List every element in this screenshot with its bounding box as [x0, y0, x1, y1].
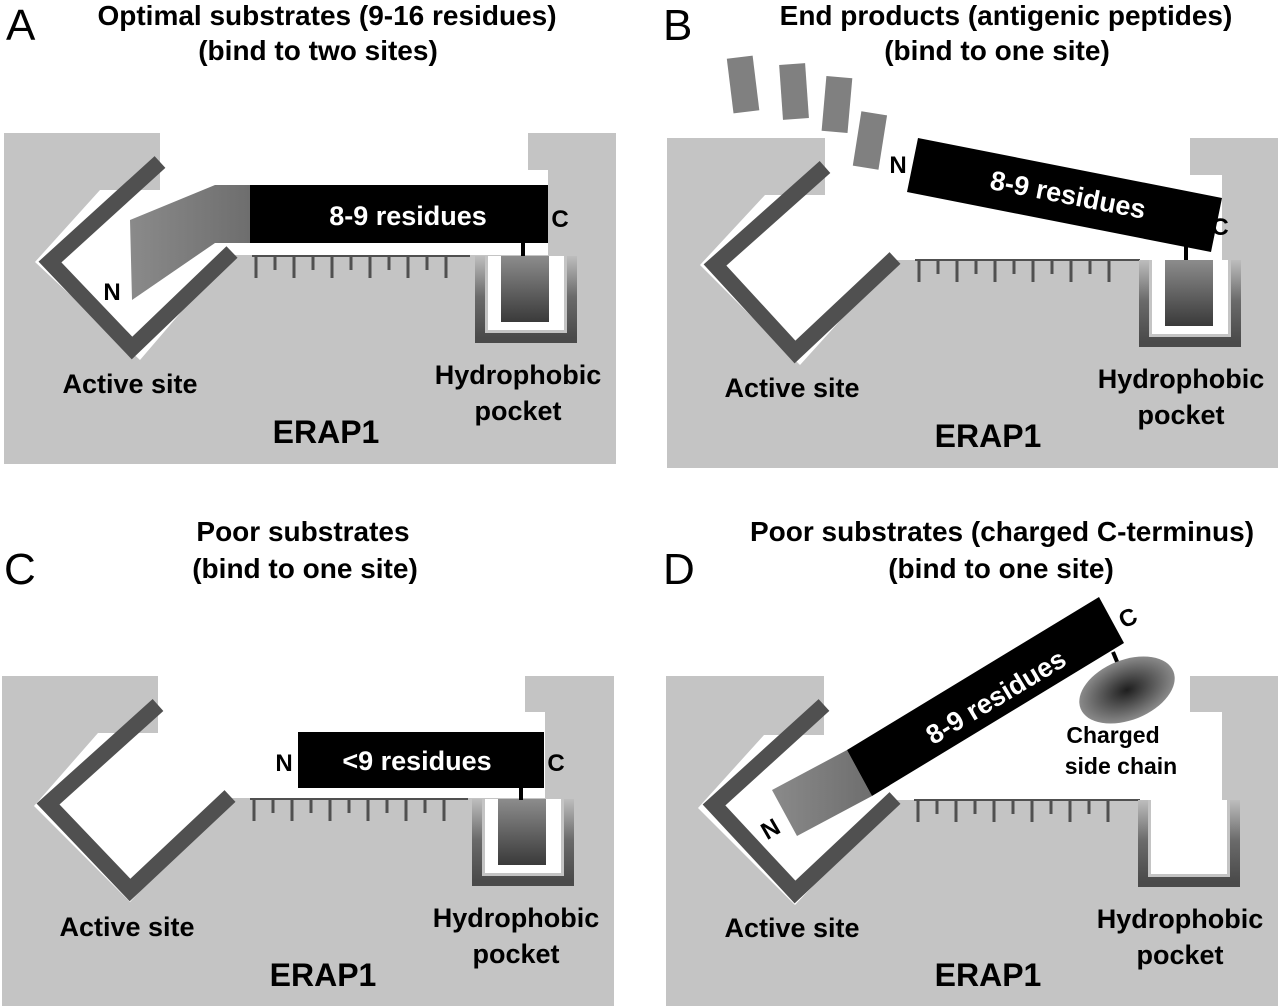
ruler: [915, 259, 1140, 282]
panel-letter: B: [663, 1, 692, 50]
panel-title: Optimal substrates (9-16 residues): [97, 0, 556, 31]
n-terminus-label: N: [889, 152, 906, 179]
n-terminal-segment: [772, 750, 872, 836]
hydrophobic-pocket: [472, 799, 574, 886]
c-terminus-label: C: [547, 750, 564, 777]
active-site-label: Active site: [724, 373, 859, 403]
peptide-label: 8-9 residues: [329, 201, 487, 231]
charged-label-line2: side chain: [1065, 753, 1177, 779]
enzyme-label: ERAP1: [935, 418, 1042, 454]
ruler: [914, 799, 1140, 822]
panel-letter: C: [4, 545, 36, 594]
charged-side-chain: [1079, 656, 1175, 724]
hydrophobic-pocket: [475, 256, 577, 343]
pocket-label-line2: pocket: [472, 939, 559, 969]
active-site-wall: [703, 161, 901, 364]
panel-subtitle: (bind to two sites): [198, 35, 438, 66]
c-terminus-label: C: [1115, 603, 1142, 635]
enzyme-label: ERAP1: [270, 957, 377, 993]
peptide-bar: [250, 185, 548, 243]
active-site-wall: [702, 699, 901, 904]
active-site-wall: [38, 156, 238, 360]
panel-title: Poor substrates: [196, 516, 409, 547]
peptide-label: <9 residues: [342, 746, 491, 776]
panel-title: Poor substrates (charged C-terminus): [750, 516, 1254, 547]
pocket-label-line2: pocket: [1136, 940, 1223, 970]
peptide-bar: [847, 597, 1124, 796]
active-site-wall: [36, 699, 236, 902]
panel-title: End products (antigenic peptides): [780, 0, 1233, 31]
n-terminus-label: N: [103, 279, 120, 306]
cleaved-residues: [726, 55, 888, 170]
panel-letter: D: [663, 545, 695, 594]
c-terminus-label: C: [551, 206, 568, 233]
enzyme-label: ERAP1: [273, 414, 380, 450]
c-terminus-label: C: [1211, 214, 1228, 241]
pocket-label-line1: Hydrophobic: [435, 360, 602, 390]
peptide-bar: [298, 732, 544, 788]
n-terminus-label: N: [275, 750, 292, 777]
panel-subtitle: (bind to one site): [884, 35, 1110, 66]
ruler: [250, 798, 468, 821]
pocket-label-line1: Hydrophobic: [433, 903, 600, 933]
pocket-label-line1: Hydrophobic: [1098, 364, 1265, 394]
n-terminal-segment: [130, 185, 250, 300]
peptide-bar: [907, 138, 1222, 252]
hydrophobic-pocket: [1138, 800, 1240, 887]
active-site-label: Active site: [59, 912, 194, 942]
pocket-label-line2: pocket: [474, 396, 561, 426]
panel-subtitle: (bind to one site): [888, 553, 1114, 584]
active-site-label: Active site: [724, 913, 859, 943]
ruler: [252, 255, 470, 278]
active-site-label: Active site: [62, 369, 197, 399]
panel-a: A Optimal substrates (9-16 residues) (bi…: [4, 0, 616, 464]
panel-b: B End products (antigenic peptides) (bin…: [663, 0, 1278, 468]
hydrophobic-pocket: [1139, 260, 1241, 347]
pocket-label-line1: Hydrophobic: [1097, 904, 1264, 934]
enzyme-label: ERAP1: [935, 957, 1042, 993]
charged-label-line1: Charged: [1066, 722, 1159, 748]
panel-c: C Poor substrates (bind to one site): [2, 516, 614, 1006]
panel-letter: A: [6, 1, 36, 50]
panel-d: D Poor substrates (charged C-terminus) (…: [663, 516, 1278, 1006]
panel-subtitle: (bind to one site): [192, 553, 418, 584]
pocket-label-line2: pocket: [1137, 400, 1224, 430]
